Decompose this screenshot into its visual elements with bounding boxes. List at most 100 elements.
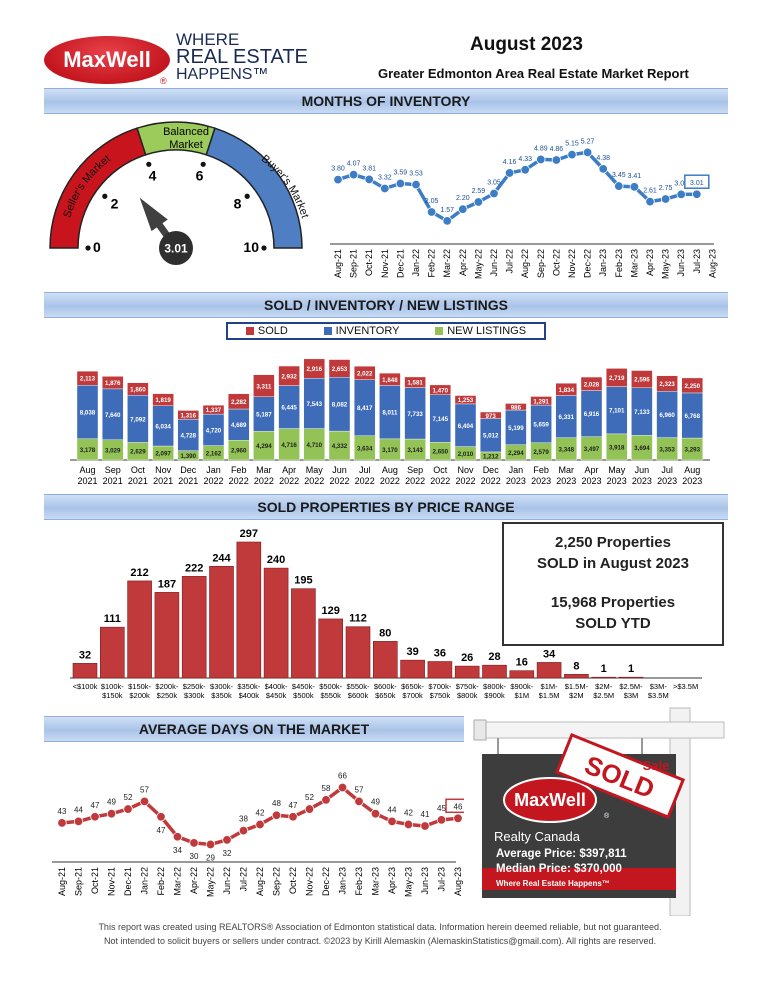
- tagline-line-1: WHERE: [176, 30, 240, 49]
- sil-data-label: 1,876: [105, 380, 121, 387]
- sil-x-tick-year: 2022: [279, 476, 299, 486]
- price-x-tick-line2: $450k: [266, 691, 287, 700]
- months-of-inventory-chart: 3.804.073.813.323.59 3.53 2.051.572.202.59…: [330, 138, 717, 279]
- price-bar: [236, 541, 262, 679]
- sil-x-tick-month: Aug: [382, 465, 398, 475]
- sil-x-tick-month: Dec: [180, 465, 197, 475]
- stats-ytd-count: 15,968 Properties: [550, 594, 676, 611]
- sil-data-label: 973: [486, 413, 497, 420]
- price-x-tick-line2: $750k: [430, 691, 451, 700]
- sil-x-tick-month: Mar: [256, 465, 272, 475]
- gauge-tick-label: 10: [243, 239, 259, 255]
- moi-point: [364, 174, 374, 185]
- moi-data-label: 2.61: [643, 188, 657, 195]
- dom-x-tick-label: Aug-21: [57, 867, 67, 896]
- gauge-tick-label: 8: [234, 195, 242, 211]
- price-x-tick-line1: $150k-: [128, 682, 151, 691]
- sil-x-tick-year: 2022: [304, 476, 324, 486]
- moi-data-label: 2.05: [425, 198, 439, 205]
- sil-data-label: 3,293: [685, 447, 701, 454]
- moi-x-tick-label: Jan-22: [411, 249, 421, 277]
- section-sold-inventory-listings: SOLD / INVENTORY / NEW LISTINGS: [44, 292, 728, 318]
- sil-data-label: 8,038: [80, 410, 96, 417]
- price-data-label: 212: [130, 567, 148, 579]
- gauge-value: 3.01: [164, 242, 188, 256]
- sil-x-tick-month: Aug: [79, 465, 95, 475]
- dom-point: [205, 839, 216, 850]
- price-x-tick-line2: $250k: [157, 691, 178, 700]
- moi-last-label-box: [684, 174, 710, 189]
- sil-data-label: 2,028: [584, 381, 600, 388]
- price-x-tick-line2: $3.5M: [648, 691, 669, 700]
- price-x-tick-line2: $600k: [348, 691, 369, 700]
- price-bar: [209, 565, 234, 679]
- moi-point: [551, 155, 562, 165]
- sil-data-label: 3,143: [407, 447, 423, 454]
- sil-x-tick-month: May: [608, 465, 626, 475]
- price-x-tick-line2: $700k: [402, 691, 423, 700]
- dom-data-label: 66: [338, 772, 347, 781]
- sil-bar-segment: [202, 405, 225, 415]
- sil-data-label: 2,113: [80, 376, 96, 383]
- sign-logo: [503, 777, 597, 823]
- price-x-tick-line1: $250k-: [183, 682, 206, 691]
- sil-x-tick-month: Mar: [559, 465, 575, 475]
- sil-data-label: 6,916: [584, 411, 600, 418]
- sil-x-tick-month: Oct: [131, 465, 146, 475]
- sil-x-tick-year: 2023: [506, 476, 526, 486]
- sil-data-label: 6,445: [281, 405, 297, 412]
- gauge-tick-label: 2: [111, 195, 119, 211]
- dom-x-tick-label: Jul-23: [437, 867, 447, 892]
- sil-x-tick-year: 2022: [405, 476, 425, 486]
- dom-point: [189, 838, 199, 848]
- dom-x-tick-label: Nov-22: [305, 867, 315, 896]
- sil-data-label: 3,029: [105, 447, 121, 454]
- sil-data-label: 7,133: [634, 409, 650, 416]
- dom-data-label: 45: [437, 804, 446, 813]
- moi-x-tick-label: Apr-23: [645, 249, 655, 276]
- sil-bar-segment: [454, 395, 477, 405]
- gauge-tick-dot: [85, 245, 91, 251]
- sil-x-tick-year: 2022: [203, 476, 223, 486]
- sil-bar-segment: [227, 393, 250, 410]
- dom-data-label: 47: [157, 826, 166, 835]
- sil-x-tick-month: Nov: [155, 465, 172, 475]
- price-x-tick-line1: $500k-: [319, 682, 342, 691]
- moi-x-tick-label: Feb-22: [427, 249, 437, 278]
- price-x-tick-line2: $800k: [457, 691, 478, 700]
- price-bar: [564, 674, 589, 679]
- moi-x-tick-label: May-23: [661, 249, 671, 279]
- moi-x-tick-label: Feb-23: [614, 249, 624, 278]
- price-x-tick-line2: $2.5M: [593, 691, 614, 700]
- price-data-label: 28: [488, 651, 500, 663]
- maxwell-logo: MaxWell: [44, 36, 170, 84]
- sil-data-label: 1,316: [181, 412, 197, 419]
- price-x-tick-line1: $550k-: [347, 682, 370, 691]
- dom-x-tick-label: Mar-23: [371, 867, 381, 896]
- dom-data-label: 52: [305, 793, 314, 802]
- dom-point: [288, 812, 298, 822]
- price-data-label: 80: [379, 627, 391, 639]
- sign-median-price: Median Price: $370,000: [496, 863, 622, 875]
- moi-data-label: 2.75: [659, 185, 673, 192]
- moi-data-label: 4.38: [596, 155, 610, 162]
- dom-point: [90, 812, 100, 822]
- sil-x-tick-month: Apr: [282, 465, 296, 475]
- sil-bar-segment: [404, 376, 426, 388]
- sil-bar-segment: [505, 403, 527, 411]
- sold-inventory-listings-chart: 3,1788,0382,113Aug20213,0297,6401,876Sep…: [70, 358, 710, 486]
- moi-x-tick-label: Mar-22: [442, 249, 452, 278]
- sil-bar-segment: [606, 368, 628, 387]
- dom-last-label-box: [445, 798, 464, 814]
- sil-bar-segment: [429, 384, 451, 395]
- sil-data-label: 2,960: [231, 448, 247, 455]
- sil-x-tick-year: 2023: [682, 476, 702, 486]
- sil-x-tick-year: 2023: [556, 476, 576, 486]
- sil-data-label: 5,012: [483, 433, 499, 440]
- price-bar: [72, 663, 98, 679]
- moi-point: [692, 189, 702, 199]
- dom-x-tick-label: May-23: [404, 867, 414, 897]
- sil-data-label: 2,022: [357, 370, 373, 377]
- legend-new-listings: NEW LISTINGS: [435, 325, 526, 337]
- dom-point: [370, 808, 381, 819]
